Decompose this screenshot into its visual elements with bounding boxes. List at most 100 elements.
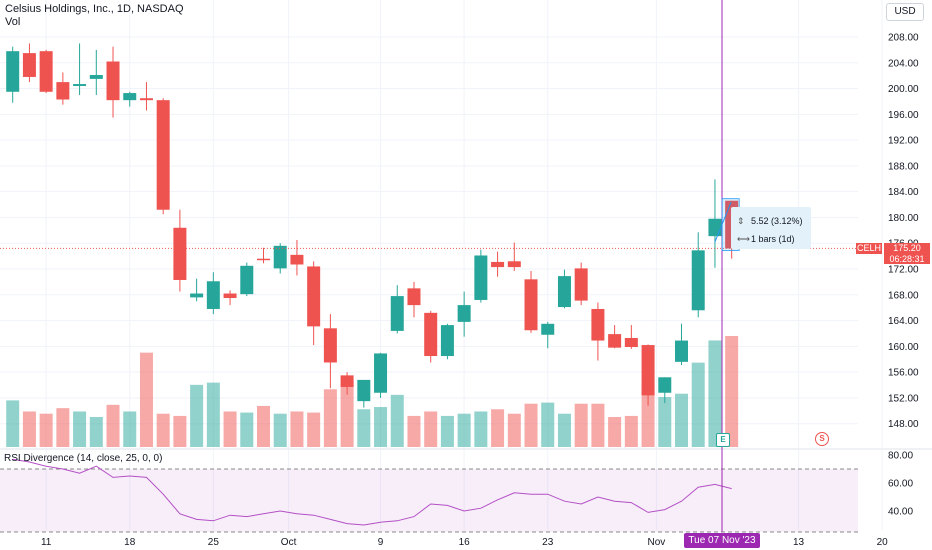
volume-bar: [240, 412, 254, 447]
time-tick-label: 25: [208, 537, 220, 548]
volume-bar: [173, 415, 187, 447]
volume-bar: [440, 415, 454, 447]
candle-body: [440, 325, 454, 357]
volume-bar: [206, 382, 220, 447]
candle-body: [139, 98, 153, 101]
volume-bar: [223, 411, 237, 447]
candle-body: [73, 84, 87, 86]
volume-bar: [340, 382, 354, 447]
volume-bar: [89, 417, 103, 447]
candle-body: [6, 51, 20, 92]
bar-range-icon: ⟷: [737, 234, 750, 244]
candle-body: [374, 353, 388, 393]
volume-bar: [290, 411, 304, 447]
volume-bar: [39, 413, 53, 447]
candle-body: [56, 82, 70, 100]
volume-bar: [591, 403, 605, 447]
time-tick-label: 9: [378, 537, 384, 548]
candle-body: [491, 261, 505, 268]
earnings-event-icon[interactable]: E: [716, 433, 730, 447]
volume-bar: [139, 352, 153, 447]
candle-body: [708, 218, 722, 237]
volume-bar: [123, 411, 137, 447]
rsi-tick-label: 40.00: [888, 507, 913, 518]
volume-bar: [106, 404, 120, 447]
time-axis[interactable]: 11 18 25 Oct 9 16 23 Nov 13 20: [41, 537, 888, 548]
volume-bar: [491, 409, 505, 447]
candle-body: [658, 377, 672, 393]
volume-bar: [257, 405, 270, 447]
volume-bar: [307, 412, 321, 447]
candle-body: [240, 265, 254, 295]
candle-body: [574, 268, 588, 301]
price-tick-label: 192.00: [888, 136, 919, 147]
volume-label: Vol: [5, 16, 21, 28]
volume-bar: [641, 382, 655, 447]
measure-change: 5.52 (3.12%): [751, 216, 803, 226]
volume-bar: [56, 408, 70, 447]
candle-body: [39, 51, 53, 92]
rsi-band: [0, 469, 858, 532]
candle-body: [223, 293, 237, 299]
volume-bar: [557, 413, 571, 447]
volume-bar: [474, 411, 488, 447]
volume-bar: [6, 400, 20, 447]
candle-body: [641, 345, 655, 396]
candle-body: [273, 245, 287, 269]
candle-body: [257, 258, 270, 261]
rsi-label: RSI Divergence (14, close, 25, 0, 0): [4, 453, 163, 464]
volume-bar: [190, 384, 204, 447]
candle-body: [608, 334, 622, 348]
candle-body: [22, 53, 36, 77]
volume-bar: [73, 411, 87, 447]
volume-bar: [691, 362, 705, 447]
measure-line: [714, 201, 732, 243]
candle-body: [323, 328, 337, 363]
price-tick-label: 156.00: [888, 368, 919, 379]
price-axis[interactable]: 208.00 204.00 200.00 196.00 192.00 188.00 184.…: [888, 33, 919, 431]
volume-bar: [608, 417, 622, 447]
chart-title: Celsius Holdings, Inc., 1D, NASDAQ: [5, 3, 184, 15]
candle-body: [591, 308, 605, 341]
volume-bar: [725, 336, 739, 447]
volume-bar: [390, 394, 404, 447]
volume-bars: [6, 336, 739, 447]
candle-body: [390, 296, 404, 331]
candle-body: [541, 323, 555, 335]
volume-bar: [273, 413, 287, 447]
candle-body: [557, 276, 571, 308]
candle-body: [106, 61, 120, 101]
symbol-tag-countdown: 06:28:31: [884, 254, 930, 264]
price-tick-label: 180.00: [888, 213, 919, 224]
volume-bar: [658, 397, 672, 447]
volume-bar: [524, 403, 538, 447]
price-tick-label: 152.00: [888, 393, 919, 404]
candle-body: [206, 281, 220, 309]
candle-body: [624, 337, 638, 348]
price-tick-label: 164.00: [888, 316, 919, 327]
time-tick-label: 11: [41, 537, 52, 548]
symbol-tag-ticker: CELH: [856, 243, 882, 254]
volume-bar: [424, 411, 438, 447]
volume-bar: [22, 411, 36, 447]
price-tick-label: 172.00: [888, 265, 919, 276]
candle-body: [474, 255, 488, 300]
candle-body: [340, 375, 354, 387]
time-tick-label: Oct: [281, 537, 297, 548]
crosshair-date-label: Tue 07 Nov '23: [684, 533, 760, 548]
volume-bar: [156, 413, 170, 447]
candles: [6, 43, 739, 408]
candle-body: [123, 93, 137, 101]
volume-bar: [574, 403, 588, 447]
price-tick-label: 168.00: [888, 290, 919, 301]
price-tick-label: 188.00: [888, 161, 919, 172]
volume-bar: [323, 389, 337, 447]
candle-body: [156, 100, 170, 210]
volume-bar: [407, 415, 421, 447]
split-event-icon[interactable]: S: [815, 432, 829, 446]
volume-bar: [624, 415, 638, 447]
currency-button[interactable]: USD: [886, 3, 924, 21]
candle-body: [507, 261, 521, 268]
symbol-tag-price: 175.20: [884, 243, 930, 254]
